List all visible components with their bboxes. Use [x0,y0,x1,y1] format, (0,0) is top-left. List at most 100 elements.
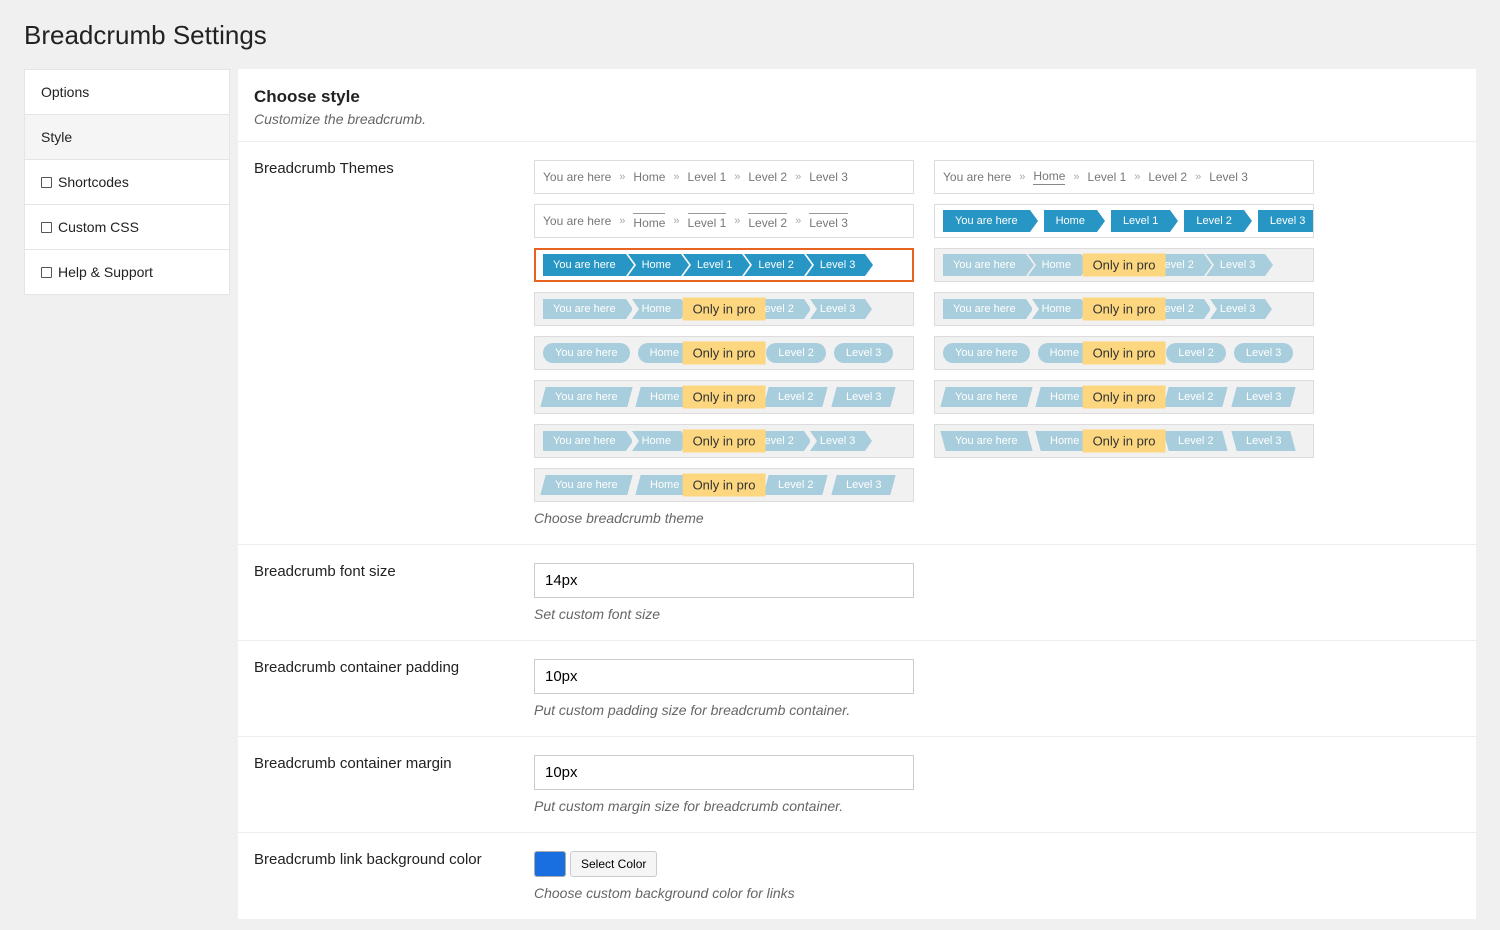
page-title: Breadcrumb Settings [0,0,1500,69]
padding-label: Breadcrumb container padding [254,659,534,718]
separator-icon: » [734,171,740,183]
theme-option-2[interactable]: You are here»Home»Level 1»Level 2»Level … [534,204,914,238]
crumb-text: Level 2 [748,170,787,184]
theme-option-5: You are hereHomeLevel 1Level 2Level 3Onl… [934,248,1314,282]
tab-shortcodes[interactable]: Shortcodes [24,160,230,205]
crumb-segment: Level 3 [1210,299,1265,319]
crumb-slant: Level 3 [1231,387,1296,407]
theme-option-12: You are hereHomeLevel 1Level 2Level 3Onl… [534,424,914,458]
crumb-segment: Home [632,431,681,451]
theme-option-4[interactable]: You are hereHomeLevel 1Level 2Level 3 [534,248,914,282]
crumb-text: You are here [543,214,611,228]
theme-option-13: You are hereHomeLevel 1Level 2Level 3Onl… [934,424,1314,458]
crumb-segment: Home [1028,254,1081,276]
theme-option-3[interactable]: You are here Home Level 1 Level 2 Level 3 [934,204,1314,238]
crumb-segment: You are here [543,299,626,319]
crumb-segment: Level 3 [810,299,865,319]
tab-help-support[interactable]: Help & Support [24,250,230,295]
crumb-pill: Level 2 [1166,343,1225,363]
tab-options[interactable]: Options [24,69,230,115]
pro-badge: Only in pro [683,298,766,321]
crumb-pill: You are here [943,343,1030,363]
section-title: Choose style [254,87,1460,107]
crumb-pill: Level 3 [834,343,893,363]
theme-option-0[interactable]: You are here»Home»Level 1»Level 2»Level … [534,160,914,194]
row-themes: Breadcrumb Themes You are here » Home » Leve… [238,141,1476,544]
crumb-segment: Level 3 [810,431,865,451]
themes-hint: Choose breadcrumb theme [534,510,1460,526]
separator-icon: » [1019,171,1025,183]
row-padding: Breadcrumb container padding Put custom … [238,640,1476,736]
pro-badge: Only in pro [1083,254,1166,277]
crumb-text: Level 3 [809,216,848,230]
crumb-segment: Level 2 [1184,210,1243,232]
row-margin: Breadcrumb container margin Put custom m… [238,736,1476,832]
font-size-input[interactable] [534,563,914,598]
crumb-text: Level 3 [809,170,848,184]
pro-badge: Only in pro [1083,386,1166,409]
crumb-segment: Home [1044,210,1097,232]
crumb-pill: You are here [543,343,630,363]
tab-style[interactable]: Style [24,115,230,160]
crumb-slant: Level 2 [764,475,829,495]
square-icon [41,222,52,233]
themes-label: Breadcrumb Themes [254,160,534,526]
crumb-slant: Level 3 [1231,431,1296,451]
crumb-text: Level 1 [1088,170,1127,184]
crumb-slant: You are here [940,387,1032,407]
crumb-text: Home [633,216,665,230]
crumb-slant: Level 3 [831,475,896,495]
theme-option-14: You are hereHomeLevel 1Level 2Level 3Onl… [534,468,914,502]
crumb-slant: You are here [540,475,632,495]
separator-icon: » [1195,171,1201,183]
section-header: Choose style Customize the breadcrumb. [238,69,1476,141]
crumb-text: Level 1 [688,216,727,230]
margin-input[interactable] [534,755,914,790]
square-icon [41,267,52,278]
row-link-bg: Breadcrumb link background color Select … [238,832,1476,919]
crumb-segment: You are here [943,254,1026,276]
select-color-button[interactable]: Select Color [570,851,657,877]
crumb-segment: You are here [543,431,626,451]
theme-option-6: You are hereHomeLevel 1Level 2Level 3Onl… [534,292,914,326]
pro-badge: Only in pro [683,474,766,497]
crumb-text: Home [1033,169,1065,185]
crumb-slant: You are here [540,387,632,407]
font-size-label: Breadcrumb font size [254,563,534,622]
padding-hint: Put custom padding size for breadcrumb c… [534,702,1460,718]
separator-icon: » [1134,171,1140,183]
crumb-slant: Level 2 [1164,387,1229,407]
square-icon [41,177,52,188]
crumb-pill: Level 3 [1234,343,1293,363]
crumb-segment: Level 1 [1111,210,1170,232]
crumb-text: You are here [943,170,1011,184]
tab-label: Custom CSS [58,219,139,235]
theme-option-11: You are hereHomeLevel 1Level 2Level 3Onl… [934,380,1314,414]
theme-option-10: You are hereHomeLevel 1Level 2Level 3Onl… [534,380,914,414]
tab-label: Shortcodes [58,174,129,190]
separator-icon: » [1073,171,1079,183]
crumb-segment: Level 3 [1258,210,1314,232]
margin-label: Breadcrumb container margin [254,755,534,814]
crumb-segment: You are here [943,299,1026,319]
theme-option-1[interactable]: You are here»Home»Level 1»Level 2»Level … [934,160,1314,194]
crumb-text: Level 2 [1148,170,1187,184]
tab-label: Help & Support [58,264,153,280]
crumb-pill: Level 2 [766,343,825,363]
pro-badge: Only in pro [683,386,766,409]
section-subtitle: Customize the breadcrumb. [254,111,1460,127]
pro-badge: Only in pro [1083,342,1166,365]
crumb-slant: You are here [940,431,1032,451]
pro-badge: Only in pro [683,342,766,365]
tab-custom-css[interactable]: Custom CSS [24,205,230,250]
theme-option-9: You are hereHomeLevel 1Level 2Level 3Onl… [934,336,1314,370]
crumb-segment: You are here [943,210,1030,232]
settings-tabs: OptionsStyle Shortcodes Custom CSS Help & S… [0,69,230,919]
breadcrumb-theme-grid: You are here » Home » Level 1 » Level 2 » Level … [534,160,1460,502]
crumb-segment: Home [628,254,681,276]
link-bg-swatch[interactable] [534,851,566,877]
padding-input[interactable] [534,659,914,694]
crumb-slant: Level 2 [1164,431,1229,451]
separator-icon: » [795,171,801,183]
link-bg-hint: Choose custom background color for links [534,885,1460,901]
